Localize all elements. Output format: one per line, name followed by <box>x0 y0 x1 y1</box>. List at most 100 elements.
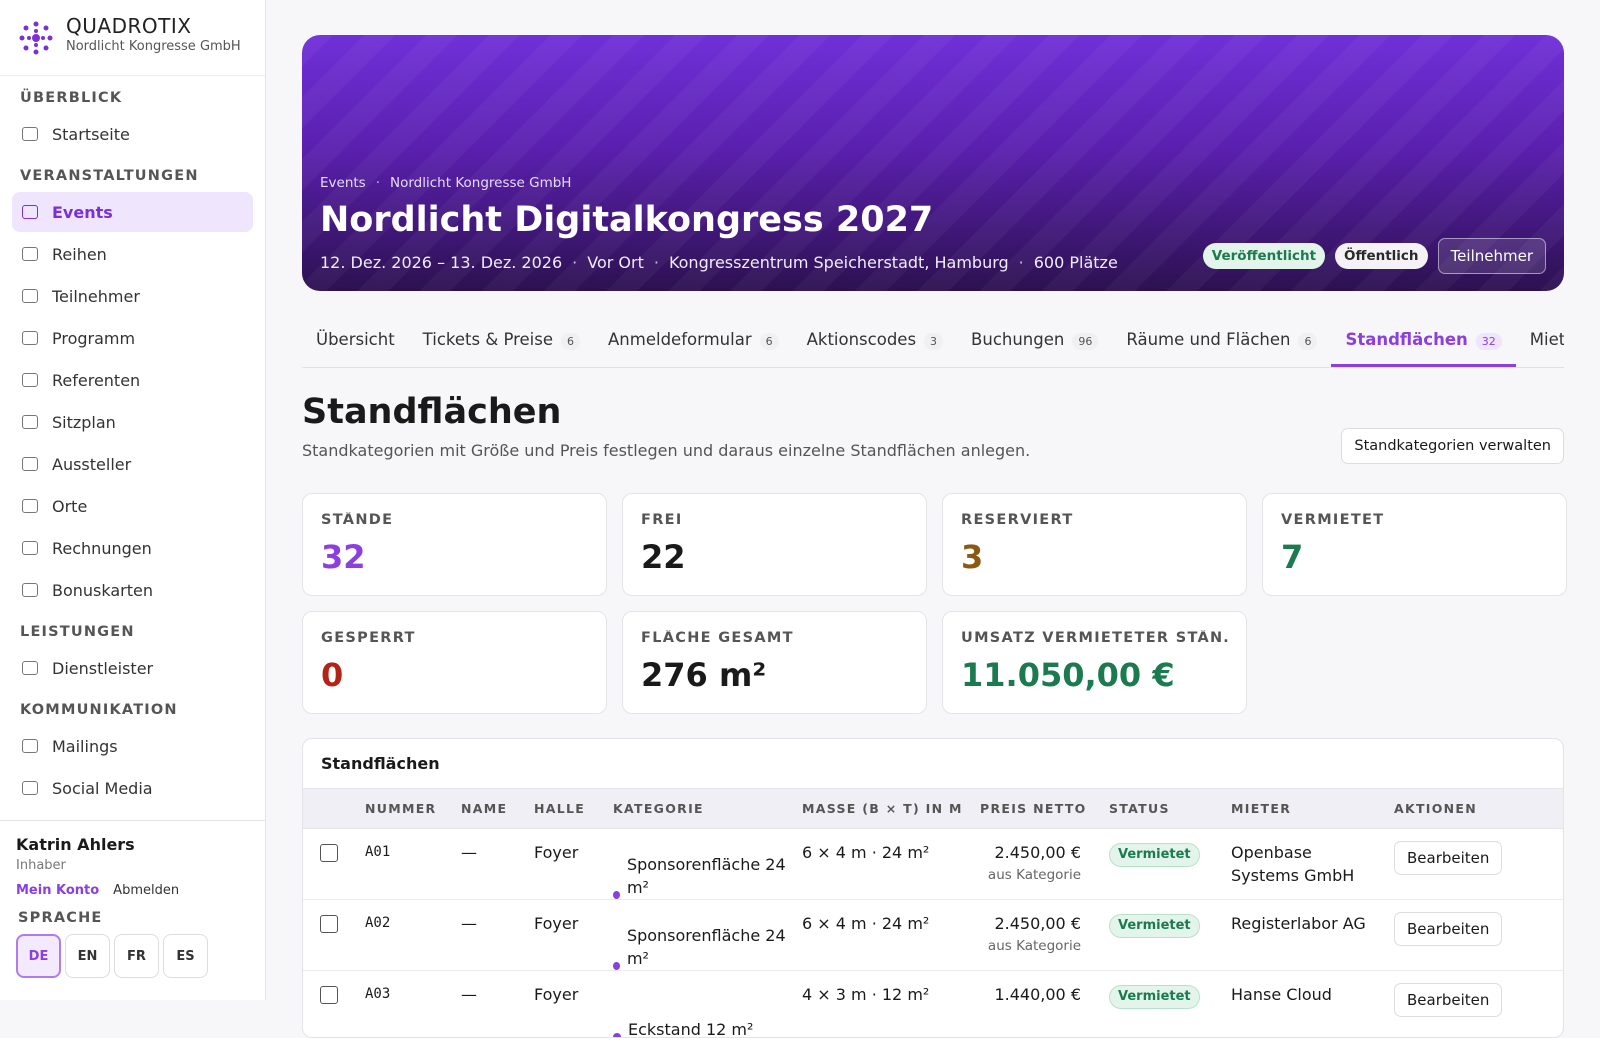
language-option[interactable]: DE <box>16 934 61 978</box>
nav-item[interactable]: Startseite <box>12 114 253 154</box>
number: A03 <box>365 986 391 1002</box>
column-header: KATEGORIE <box>613 801 704 816</box>
edit-button[interactable]: Bearbeiten <box>1394 841 1503 875</box>
stat-card: FLÄCHE GESAMT 276 m² <box>622 611 927 714</box>
tenant: Registerlabor AG <box>1231 914 1366 933</box>
checkbox[interactable] <box>320 915 338 933</box>
nav-icon <box>22 583 38 597</box>
stat-value: 22 <box>641 538 686 576</box>
separator: · <box>1018 253 1024 272</box>
nav-item[interactable]: Aussteller <box>12 444 253 484</box>
tab[interactable]: Räume und Flächen 6 <box>1112 310 1331 367</box>
tab[interactable]: Buchungen 96 <box>957 310 1112 367</box>
nav-item[interactable]: Sitzplan <box>12 402 253 442</box>
stat-card: UMSATZ VERMIETETER STÄN… 11.050,00 € <box>942 611 1247 714</box>
price-cell: 1.440,00 € <box>966 971 1095 1037</box>
size: 6 × 4 m · 24 m² <box>802 914 930 933</box>
checkbox[interactable] <box>320 986 338 1004</box>
nav-item[interactable]: Programm <box>12 318 253 358</box>
tab-count: 32 <box>1475 333 1502 350</box>
stat-card: VERMIETET 7 <box>1262 493 1567 596</box>
nav-icon <box>22 457 38 471</box>
status-cell: Vermietet <box>1095 829 1217 899</box>
nav-icon <box>22 373 38 387</box>
price-note: aus Kategorie <box>987 867 1081 883</box>
price-cell: 2.450,00 € aus Kategorie <box>966 829 1095 899</box>
tab[interactable]: Standflächen 32 <box>1331 310 1516 367</box>
tab-label: Aktionscodes <box>806 330 917 349</box>
tab[interactable]: Aktionscodes 3 <box>793 310 957 367</box>
column-header: NAME <box>461 801 508 816</box>
nav-item[interactable]: Referenten <box>12 360 253 400</box>
tab-label: Räume und Flächen <box>1126 330 1291 349</box>
participants-button[interactable]: Teilnehmer <box>1437 238 1546 274</box>
page: QUADROTIX Nordlicht Kongresse GmbH ÜBERB… <box>0 0 1567 1038</box>
column-header: PREIS NETTO <box>980 801 1087 816</box>
stat-card: GESPERRT 0 <box>302 611 607 714</box>
stat-label: VERMIETET <box>1281 512 1385 528</box>
nav-item[interactable]: Events <box>12 192 253 232</box>
user-link[interactable]: Abmelden <box>113 883 180 898</box>
nav-icon <box>22 661 38 675</box>
nav-item[interactable]: Rechnungen <box>12 528 253 568</box>
tab[interactable]: Anmeldeformular 6 <box>594 310 793 367</box>
nav-label: Events <box>52 202 113 222</box>
language-option[interactable]: ES <box>163 934 208 978</box>
nav-icon <box>22 127 38 141</box>
stat-value: 276 m² <box>641 656 767 694</box>
nav-label: Dienstleister <box>52 658 154 678</box>
nav-icon <box>22 499 38 513</box>
nav-item[interactable]: Social Media <box>12 768 253 808</box>
language-option[interactable]: FR <box>114 934 159 978</box>
nav-label: Social Media <box>52 778 153 798</box>
breadcrumb-item[interactable]: Events <box>320 175 366 191</box>
column-header: HALLE <box>534 801 586 816</box>
meta-item: Kongresszentrum Speicherstadt, Hamburg <box>668 253 1009 272</box>
nav-item[interactable]: Mailings <box>12 726 253 766</box>
price: 2.450,00 € <box>994 914 1081 933</box>
nav-label: Mailings <box>52 736 118 756</box>
stat-value: 0 <box>321 656 344 694</box>
tab[interactable]: Übersicht <box>302 310 409 367</box>
manage-button[interactable]: Standkategorien verwalten <box>1341 428 1564 464</box>
category-cell: Sponsorenfläche 24 m² <box>599 829 788 899</box>
nav-label: Programm <box>52 328 136 348</box>
price-note: aus Kategorie <box>987 938 1081 954</box>
user-panel: Katrin Ahlers Inhaber Mein Konto Abmelden… <box>0 820 265 1000</box>
nav-item[interactable]: Teilnehmer <box>12 276 253 316</box>
nav-item[interactable]: Dienstleister <box>12 648 253 688</box>
size: 4 × 3 m · 12 m² <box>802 985 930 1004</box>
brand-org: Nordlicht Kongresse GmbH <box>66 39 241 54</box>
nav-icon <box>22 541 38 555</box>
stat-label: FLÄCHE GESAMT <box>641 630 794 646</box>
language-option[interactable]: EN <box>65 934 110 978</box>
nav-item[interactable]: Reihen <box>12 234 253 274</box>
hero: Events · Nordlicht Kongresse GmbH Nordlich… <box>302 35 1564 291</box>
name: — <box>461 985 477 1004</box>
stat-label: STÄNDE <box>321 512 394 528</box>
column-header: MASSE (B × T) IN M <box>802 801 963 816</box>
stat-card: FREI 22 <box>622 493 927 596</box>
nav-icon <box>22 781 38 795</box>
nav-item[interactable]: Orte <box>12 486 253 526</box>
name: — <box>461 843 477 862</box>
hero-actions: Veröffentlicht Öffentlich Teilnehmer <box>1202 238 1546 274</box>
nav-item[interactable]: Bonuskarten <box>12 570 253 610</box>
tab[interactable]: Mietge <box>1516 310 1564 367</box>
user-link[interactable]: Mein Konto <box>16 883 100 898</box>
action-cell: Bearbeiten <box>1380 900 1538 970</box>
hall: Foyer <box>534 985 579 1004</box>
nav-label: Referenten <box>52 370 141 390</box>
category-dot <box>613 962 620 970</box>
edit-button[interactable]: Bearbeiten <box>1394 912 1503 946</box>
price: 1.440,00 € <box>994 985 1081 1004</box>
breadcrumb-item[interactable]: Nordlicht Kongresse GmbH <box>390 175 572 191</box>
edit-button[interactable]: Bearbeiten <box>1394 983 1503 1017</box>
checkbox[interactable] <box>320 844 338 862</box>
tab[interactable]: Tickets & Preise 6 <box>409 310 594 367</box>
category-cell: Sponsorenfläche 24 m² <box>599 900 788 970</box>
number: A01 <box>365 844 391 860</box>
table-body: A01 — Foyer Sponsorenfläche 24 m² 6 × 4 m · … <box>303 829 1563 1037</box>
meta-item: 12. Dez. 2026 – 13. Dez. 2026 <box>320 253 563 272</box>
separator: · <box>653 253 659 272</box>
